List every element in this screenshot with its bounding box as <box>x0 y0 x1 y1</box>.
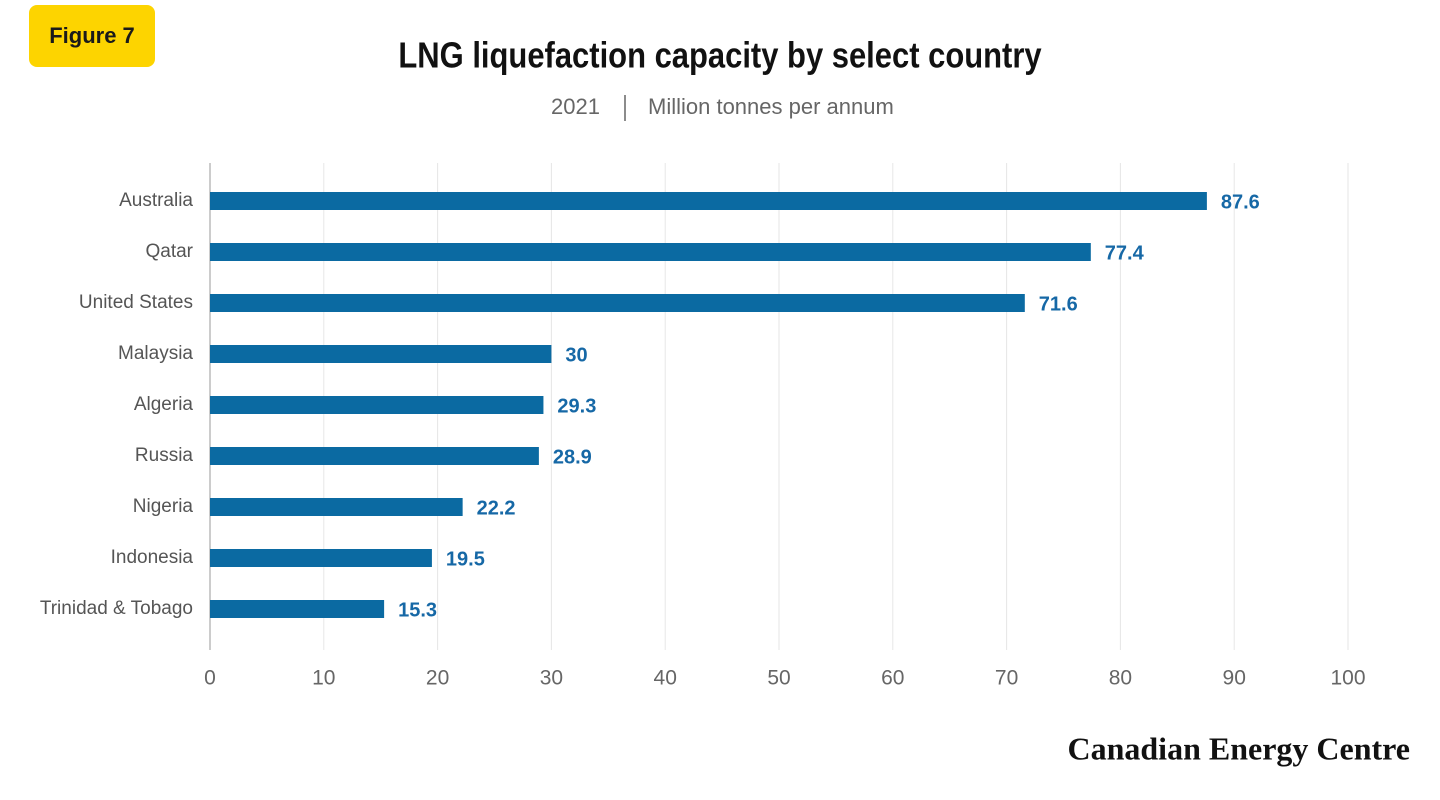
x-tick-label: 40 <box>654 667 677 690</box>
figure-badge <box>29 5 155 67</box>
y-tick-label: United States <box>79 292 193 313</box>
figure-label: Figure 7 <box>49 23 135 48</box>
bar <box>210 549 432 567</box>
bar <box>210 498 463 516</box>
value-label: 28.9 <box>553 446 592 468</box>
value-label: 77.4 <box>1105 242 1145 264</box>
x-tick-label: 30 <box>540 667 563 690</box>
value-label: 15.3 <box>398 599 437 621</box>
subtitle-unit: Million tonnes per annum <box>648 94 894 119</box>
bar <box>210 396 544 414</box>
y-tick-label: Indonesia <box>111 547 194 568</box>
brand: Canadian Energy Centre <box>1067 730 1410 766</box>
y-tick-label: Malaysia <box>118 343 193 364</box>
bar <box>210 294 1025 312</box>
x-tick-label: 80 <box>1109 667 1132 690</box>
y-tick-label: Algeria <box>134 394 194 415</box>
y-tick-label: Russia <box>135 445 194 466</box>
value-label: 30 <box>565 344 587 366</box>
bar <box>210 345 552 363</box>
value-label: 71.6 <box>1039 293 1078 315</box>
x-tick-label: 70 <box>995 667 1018 690</box>
x-tick-label: 20 <box>426 667 449 690</box>
chart-title: LNG liquefaction capacity by select coun… <box>398 36 1042 76</box>
y-tick-label: Trinidad & Tobago <box>40 598 193 619</box>
value-label: 29.3 <box>557 395 596 417</box>
value-label: 22.2 <box>477 497 516 519</box>
x-tick-label: 50 <box>767 667 790 690</box>
subtitle-year: 2021 <box>551 94 600 119</box>
x-tick-label: 0 <box>204 667 216 690</box>
bar <box>210 600 385 618</box>
bar <box>210 447 539 465</box>
y-tick-label: Australia <box>119 190 193 211</box>
value-label: 19.5 <box>446 548 485 570</box>
x-tick-label: 60 <box>881 667 904 690</box>
bar <box>210 243 1091 261</box>
value-label: 87.6 <box>1221 191 1260 213</box>
y-tick-label: Qatar <box>145 241 193 262</box>
bar <box>210 192 1207 210</box>
y-tick-label: Nigeria <box>133 496 194 517</box>
x-tick-label: 100 <box>1330 667 1365 690</box>
x-tick-label: 10 <box>312 667 335 690</box>
x-tick-label: 90 <box>1223 667 1246 690</box>
